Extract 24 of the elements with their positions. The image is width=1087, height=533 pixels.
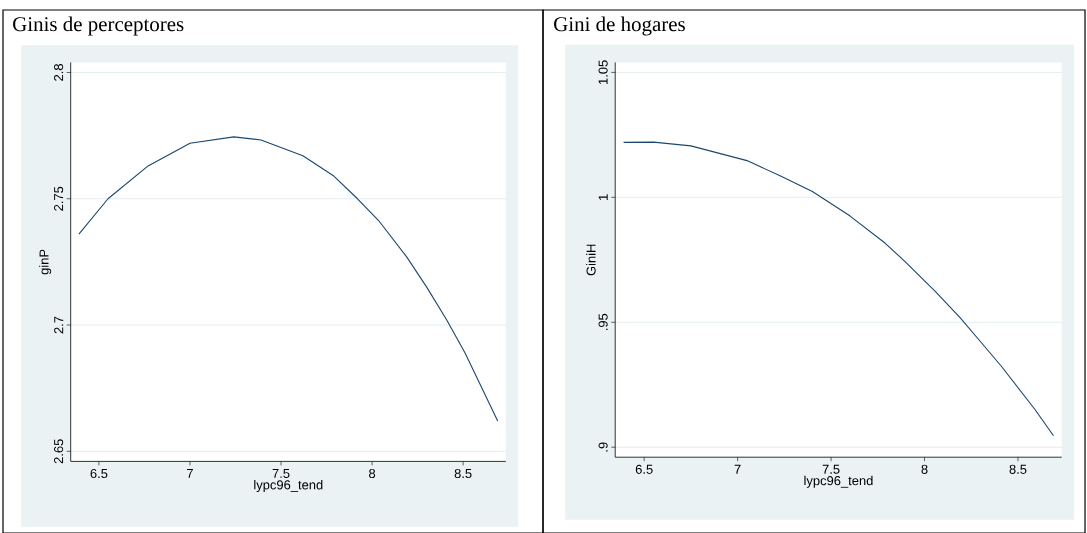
x-tick-label: 7 [734,464,741,474]
x-tick-label: 6.5 [635,464,653,474]
y-tick-label: .95 [598,313,608,331]
x-tick-label: 8 [921,464,928,474]
x-tick-label: 8 [369,468,376,479]
chart-title: Ginis de perceptores [13,16,184,36]
y-tick-label: 2.7 [54,316,64,334]
y-tick-label: 1.05 [598,60,608,85]
chart-title: Gini de hogares [554,16,685,36]
y-axis-title: GiniH [586,244,596,276]
x-tick-label: 7.5 [272,468,290,478]
y-tick-label: 1 [598,194,608,200]
x-axis-title: lypc96_tend [254,479,323,492]
x-axis-title: lypc96_tend [804,475,873,488]
y-axis-title: ginP [39,249,52,275]
x-tick-label: 6.5 [90,468,108,479]
x-tick-label: 7 [187,468,193,478]
x-tick-label: 8.5 [454,468,472,479]
y-tick-label: 2.75 [54,186,64,211]
y-tick-label: 2.8 [54,64,64,81]
x-tick-label: 7.5 [822,464,840,474]
x-tick-label: 8.5 [1009,464,1027,474]
y-tick-label: .9 [598,442,608,452]
y-tick-label: 2.65 [54,439,64,464]
